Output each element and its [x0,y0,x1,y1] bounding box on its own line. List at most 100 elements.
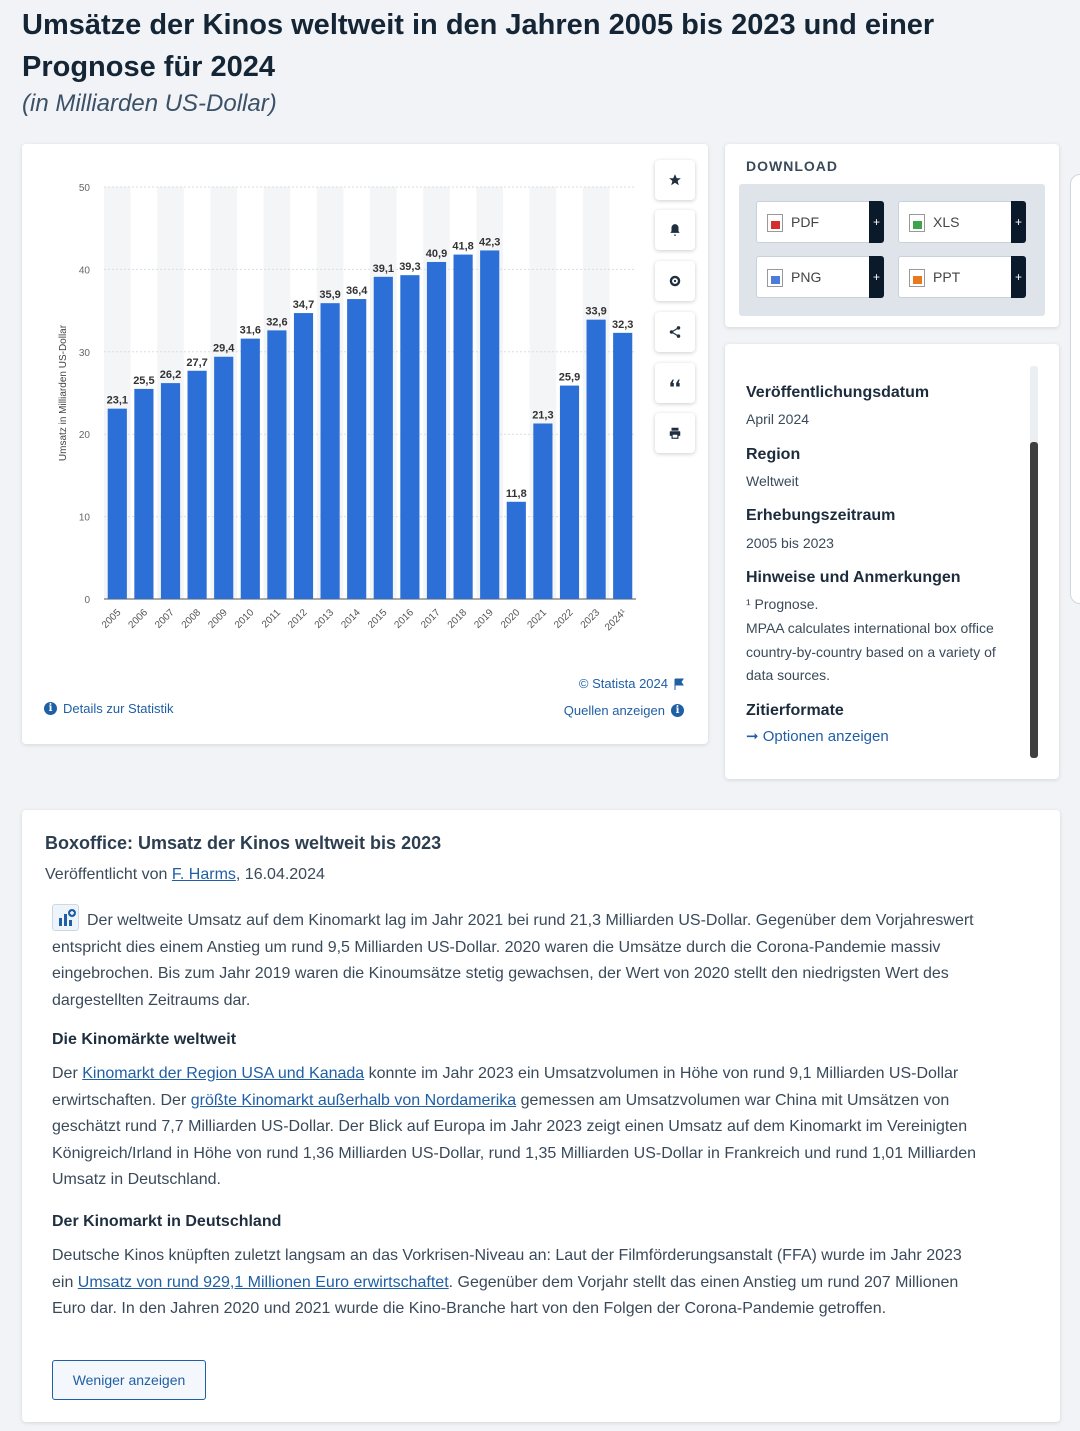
y-tick-label: 10 [79,513,91,524]
data-label: 39,1 [373,263,394,275]
bar-chart: 0 10 20 30 40 50 Umsatz in Milliarden US-Dolla… [58,183,636,633]
download-png-label: PNG [791,269,822,285]
period-value: 2005 bis 2023 [746,535,834,551]
article-title: Boxoffice: Umsatz der Kinos weltweit bis… [45,833,442,853]
x-tick-label: 2009 [206,607,230,631]
data-label: 40,9 [426,248,447,260]
print-icon [669,427,681,439]
y-tick-label: 20 [79,430,91,441]
paragraph-2-text-a: Der [52,1065,83,1082]
metadata-card: Veröffentlichungsdatum April 2024 Region… [725,344,1059,779]
data-label: 27,7 [186,357,207,369]
x-tick-label: 2023 [579,607,603,631]
statistic-icon [52,904,79,931]
plus-icon[interactable]: + [1011,256,1026,298]
link-groesster-kinomarkt[interactable]: größte Kinomarkt außerhalb von Nordameri… [190,1091,517,1109]
bar [347,299,367,599]
share-button[interactable] [655,312,695,352]
period-label: Erhebungszeitraum [746,507,896,524]
bar [160,383,181,599]
x-tick-label: 2019 [472,607,496,631]
x-tick-label: 2016 [393,607,417,631]
print-button[interactable] [655,413,695,453]
data-label: 34,7 [293,299,314,311]
data-label: 29,4 [213,343,235,355]
data-label: 41,8 [452,241,473,253]
cite-options-label: Optionen anzeigen [762,728,889,745]
published-label: Veröffentlichungsdatum [746,384,930,401]
show-less-button[interactable]: Weniger anzeigen [52,1360,206,1400]
article-paragraph-2: Der Kinomarkt der Region USA und Kanada … [52,1061,982,1194]
download-pdf-button[interactable]: PDF + [756,201,884,243]
bell-icon [670,224,680,236]
download-ppt-button[interactable]: PPT + [898,256,1026,298]
x-tick-label: 2024¹ [603,607,629,633]
bar [373,276,393,599]
x-tick-label: 2006 [127,607,151,631]
bar [107,408,127,599]
bar [506,501,526,599]
data-label: 11,8 [506,488,527,500]
arrow-right-icon: ➞ [746,728,759,745]
side-panel-tab[interactable] [1070,174,1080,604]
published-value: April 2024 [746,411,810,427]
x-tick-label: 2017 [419,607,443,631]
link-umsatz-deutschland[interactable]: Umsatz von rund 929,1 Millionen Euro erw… [77,1273,449,1291]
download-png-button[interactable]: PNG + [756,256,884,298]
info-icon: i [671,704,684,717]
pdf-file-icon [767,214,783,232]
cite-button[interactable] [655,363,695,403]
paragraph-3-text-b: . Gegenüber dem Vorjahr stellt das einen… [52,1273,959,1318]
notification-button[interactable] [655,210,695,250]
download-xls-button[interactable]: XLS + [898,201,1026,243]
y-tick-label: 50 [79,183,91,194]
gear-icon [669,275,681,287]
cite-options-link[interactable]: ➞ Optionen anzeigen [746,727,889,745]
x-tick-label: 2014 [339,607,363,631]
plus-icon[interactable]: + [869,201,884,243]
article-card: Boxoffice: Umsatz der Kinos weltweit bis… [22,810,1060,1422]
bar [240,338,260,599]
share-icon [669,326,681,338]
data-label: 23,1 [107,395,128,407]
y-tick-label: 40 [79,265,91,276]
details-link[interactable]: i Details zur Statistik [44,701,174,716]
x-tick-label: 2011 [260,607,283,630]
download-ppt-label: PPT [933,269,961,285]
paragraph-2-text-c: gemessen am Umsatzvolumen war China mit … [52,1091,977,1189]
page-title: Umsätze der Kinos weltweit in den Jahren… [22,9,935,83]
plus-icon[interactable]: + [1011,201,1026,243]
bar [426,261,447,599]
x-tick-label: 2022 [552,607,576,631]
data-label: 36,4 [346,285,368,297]
x-tick-label: 2015 [366,607,390,631]
notes-label: Hinweise und Anmerkungen [746,569,961,586]
favorite-button[interactable] [655,160,695,200]
author-link[interactable]: F. Harms [171,866,236,883]
bar [187,370,207,599]
notes-footnote: ¹ Prognose. [746,596,819,612]
sources-link[interactable]: Quellen anzeigen i [564,703,684,718]
paragraph-1-text: Der weltweite Umsatz auf dem Kinomarkt l… [52,912,974,1009]
settings-button[interactable] [655,261,695,301]
x-tick-label: 2021 [526,607,550,631]
article-paragraph-3: Deutsche Kinos knüpften zuletzt langsam … [52,1243,982,1323]
data-label: 25,5 [133,375,154,387]
bar [293,313,314,599]
download-pdf-label: PDF [791,214,819,230]
data-label: 21,3 [532,409,553,421]
x-tick-label: 2005 [100,607,124,631]
bar [267,330,287,599]
scrollbar-thumb[interactable] [1030,442,1038,758]
region-value: Weltweit [746,473,799,489]
plus-icon[interactable]: + [869,256,884,298]
download-title: DOWNLOAD [746,158,838,174]
region-label: Region [746,446,801,463]
bar [400,275,420,599]
bar [480,250,500,599]
article-byline: Veröffentlicht von F. Harms, 16.04.2024 [45,866,325,884]
details-link-label: Details zur Statistik [63,701,174,716]
xls-file-icon [909,214,925,232]
link-usa-kanada[interactable]: Kinomarkt der Region USA und Kanada [82,1065,365,1082]
statista-credit[interactable]: © Statista 2024 [579,676,684,691]
